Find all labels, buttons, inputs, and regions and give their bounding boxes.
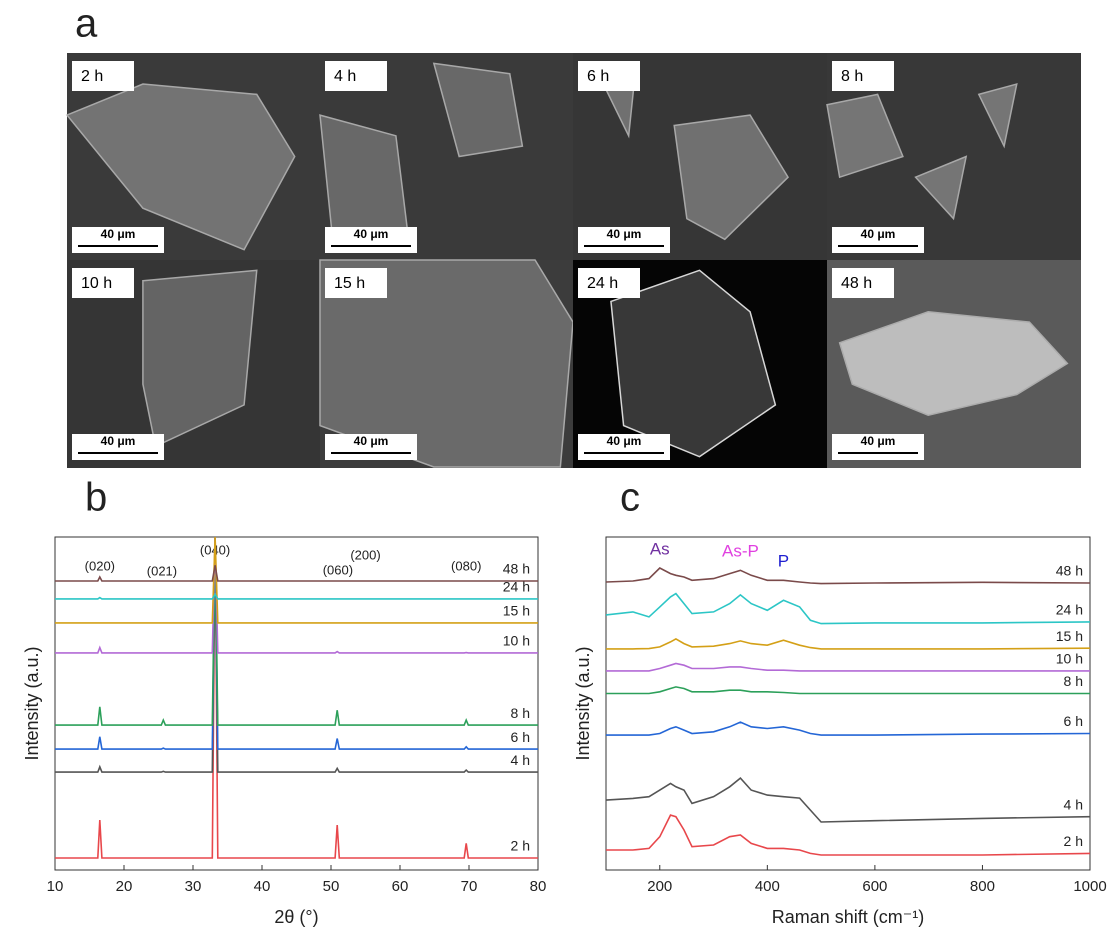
image-label: 48 h [841, 275, 872, 292]
series-label: 10 h [503, 633, 530, 649]
series-line [606, 687, 1090, 694]
series-line [606, 594, 1090, 624]
scale-bar-text: 40 μm [607, 434, 642, 448]
x-tick-label: 30 [185, 878, 202, 895]
x-tick-label: 800 [970, 878, 995, 895]
x-tick-label: 70 [461, 878, 478, 895]
y-axis-title: Intensity (a.u.) [22, 646, 42, 760]
x-tick-label: 80 [530, 878, 547, 895]
plot-area [55, 537, 538, 858]
series-label: 10 h [1056, 651, 1083, 667]
series-line [606, 664, 1090, 671]
series-label: 4 h [511, 752, 530, 768]
series-line [606, 639, 1090, 649]
peak-annotation: (080) [451, 558, 481, 573]
series-line [55, 537, 538, 623]
scale-bar-text: 40 μm [354, 434, 389, 448]
series-label: 8 h [511, 705, 530, 721]
scale-bar-text: 40 μm [354, 227, 389, 241]
series-label: 15 h [503, 603, 530, 619]
image-label: 6 h [587, 68, 609, 85]
image-label: 4 h [334, 68, 356, 85]
series-label: 6 h [1064, 713, 1083, 729]
series-label: 48 h [503, 561, 530, 577]
series-label: 2 h [511, 838, 530, 854]
series-label: 15 h [1056, 628, 1083, 644]
x-tick-label: 40 [254, 878, 271, 895]
series-label: 2 h [1064, 833, 1083, 849]
series-label: 4 h [1064, 796, 1083, 812]
x-tick-label: 10 [47, 878, 64, 895]
series-label: 6 h [511, 729, 530, 745]
panel-letter: a [75, 2, 98, 46]
series-label: 8 h [1064, 673, 1083, 689]
series-line [55, 537, 538, 653]
series-line [55, 594, 538, 599]
series-line [606, 568, 1090, 584]
figure: a 2 h 40 μm 4 h 40 μm 6 h 40 μm 8 h 40 μm 10 h 40… [0, 0, 1113, 934]
scale-bar-text: 40 μm [861, 434, 896, 448]
panel-letter: b [85, 476, 107, 520]
x-tick-label: 400 [755, 878, 780, 895]
x-tick-label: 20 [116, 878, 133, 895]
x-tick-label: 200 [647, 878, 672, 895]
image-label: 8 h [841, 68, 863, 85]
peak-annotation: P [778, 551, 789, 570]
panel-letter: c [620, 476, 640, 520]
peak-annotation: As-P [722, 541, 759, 560]
peak-annotation: (021) [147, 563, 177, 578]
series-label: 24 h [1056, 602, 1083, 618]
peak-annotation: (020) [85, 558, 115, 573]
y-axis-title: Intensity (a.u.) [573, 646, 593, 760]
x-tick-label: 60 [392, 878, 409, 895]
image-label: 10 h [81, 275, 112, 292]
series-label: 24 h [503, 579, 530, 595]
series-line [606, 778, 1090, 822]
x-tick-label: 1000 [1073, 878, 1106, 895]
plot-frame [55, 537, 538, 870]
scale-bar-text: 40 μm [101, 227, 136, 241]
scale-bar-text: 40 μm [101, 434, 136, 448]
image-label: 24 h [587, 275, 618, 292]
series-label: 48 h [1056, 563, 1083, 579]
sem-grid: 2 h 40 μm 4 h 40 μm 6 h 40 μm 8 h 40 μm 10 h 40 μ… [67, 53, 1081, 468]
scale-bar-text: 40 μm [607, 227, 642, 241]
series-line [606, 722, 1090, 735]
scale-bar-text: 40 μm [861, 227, 896, 241]
x-axis-title: Raman shift (cm⁻¹) [772, 907, 925, 927]
image-label: 15 h [334, 275, 365, 292]
image-label: 2 h [81, 68, 103, 85]
peak-annotation: (060) [323, 562, 353, 577]
x-tick-label: 50 [323, 878, 340, 895]
x-tick-label: 600 [862, 878, 887, 895]
series-line [55, 537, 538, 858]
peak-annotation: (200) [350, 547, 380, 562]
plot-area [606, 568, 1090, 855]
x-axis-title: 2θ (°) [274, 907, 318, 927]
peak-annotation: As [650, 539, 670, 558]
